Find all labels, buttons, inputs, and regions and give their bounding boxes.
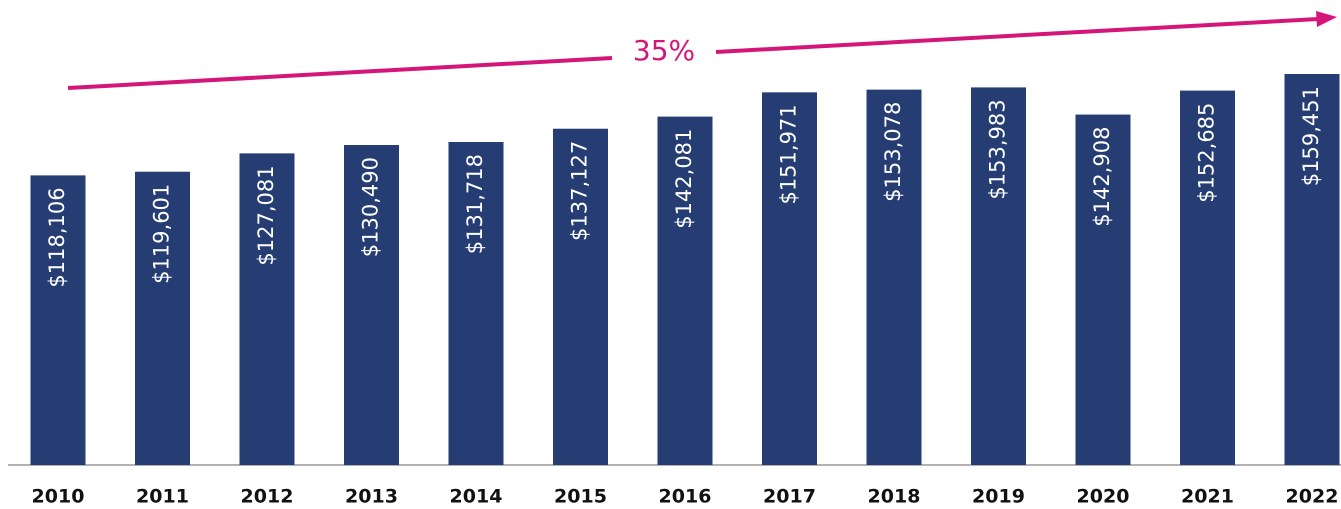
value-label: $142,081 (672, 129, 696, 229)
x-tick-label: 2017 (763, 486, 816, 508)
value-label: $159,451 (1299, 86, 1323, 186)
bar (1180, 90, 1235, 465)
x-tick-label: 2020 (1077, 486, 1130, 508)
bar (657, 116, 713, 465)
value-label: $131,718 (463, 154, 487, 254)
bar (30, 175, 86, 466)
value-label: $152,685 (1195, 103, 1219, 203)
x-tick-label: 2011 (136, 486, 189, 508)
x-tick-label: 2014 (450, 486, 503, 508)
value-label: $127,081 (254, 165, 278, 265)
value-label: $130,490 (359, 157, 383, 257)
annotation: 35% (633, 34, 695, 67)
value-label: $151,971 (777, 104, 801, 204)
x-tick-label: 2010 (32, 486, 85, 508)
value-label: $142,908 (1090, 127, 1114, 227)
trend-arrow (715, 17, 1319, 54)
bar (135, 171, 190, 465)
bar (553, 128, 608, 465)
bar (866, 89, 922, 466)
x-tick-label: 2019 (972, 486, 1025, 508)
x-tick-label: 2013 (345, 486, 398, 508)
bar (344, 145, 399, 465)
value-label: $119,601 (150, 184, 174, 284)
x-tick-label: 2015 (554, 486, 607, 508)
bar (1075, 114, 1131, 465)
bar (1284, 74, 1340, 465)
x-tick-label: 2018 (868, 486, 921, 508)
x-tick-label: 2022 (1286, 486, 1339, 508)
value-label: $153,983 (986, 99, 1010, 199)
x-tick-label: 2016 (659, 486, 712, 508)
value-label: $153,078 (881, 102, 905, 202)
x-tick-label: 2021 (1181, 486, 1234, 508)
arrow-head (1316, 11, 1337, 27)
bar (971, 87, 1026, 465)
value-label: $118,106 (45, 187, 69, 287)
bar (448, 142, 504, 465)
trend-arrow (67, 56, 613, 90)
x-tick-label: 2012 (241, 486, 294, 508)
bar (239, 153, 295, 466)
bar (762, 92, 817, 465)
value-label: $137,127 (568, 141, 592, 241)
